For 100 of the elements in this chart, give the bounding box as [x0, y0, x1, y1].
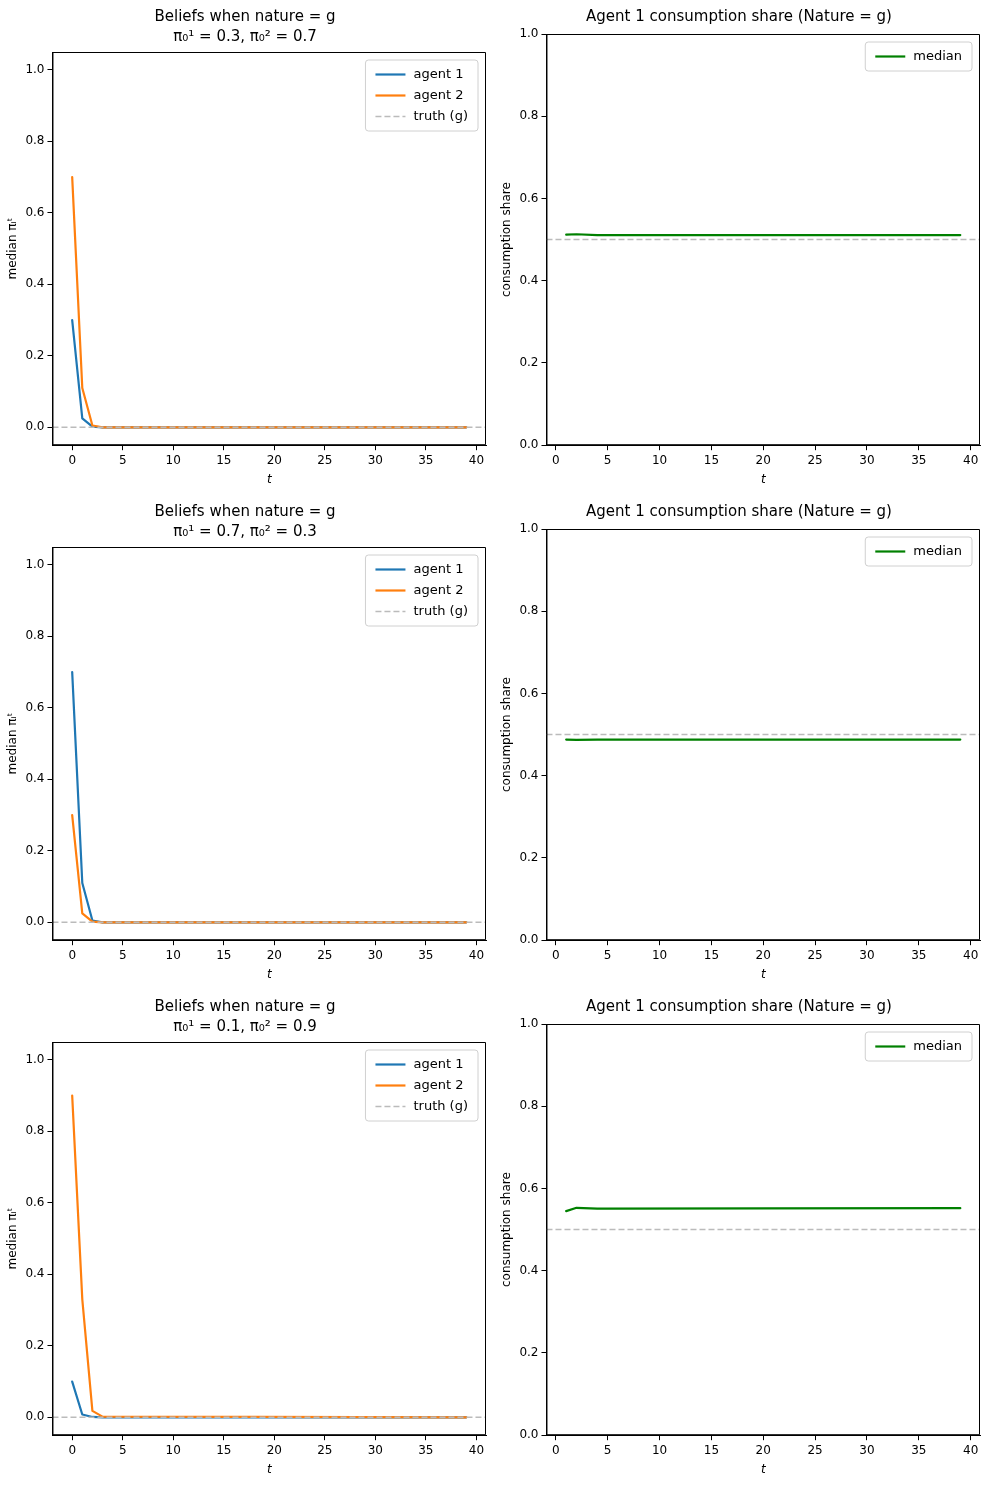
legend-label: truth (g)	[413, 602, 468, 618]
y-axis-title: median πᵢᵗ	[5, 712, 20, 775]
x-tick-label: 10	[165, 452, 181, 467]
x-tick-label: 35	[911, 452, 927, 467]
y-tick-label: 0.6	[25, 699, 45, 714]
legend-label: agent 2	[413, 86, 464, 102]
y-tick-label: 0.2	[25, 842, 45, 857]
x-tick-label: 5	[118, 947, 127, 962]
y-tick-label: 0.0	[25, 419, 45, 434]
y-tick-label: 0.8	[25, 133, 45, 148]
x-tick-label: 35	[911, 1442, 927, 1457]
x-tick-label: 5	[603, 1442, 612, 1457]
y-tick-label: 1.0	[519, 26, 539, 41]
y-axis-title: consumption share	[499, 677, 514, 792]
x-tick-label: 40	[963, 452, 979, 467]
x-tick-label: 25	[317, 947, 333, 962]
x-tick-label: 30	[367, 452, 383, 467]
legend-label: truth (g)	[413, 107, 468, 123]
x-tick-label: 5	[118, 1442, 127, 1457]
x-tick-label: 25	[317, 1442, 333, 1457]
chart-subtitle: π₀¹ = 0.3, π₀² = 0.7	[173, 26, 317, 45]
y-tick-label: 0.2	[519, 1345, 539, 1360]
y-tick-label: 0.0	[25, 1409, 45, 1424]
y-tick-label: 0.4	[519, 767, 539, 782]
x-tick-label: 15	[703, 947, 720, 962]
x-tick-label: 40	[963, 947, 979, 962]
y-tick-label: 0.2	[519, 355, 539, 370]
y-tick-label: 0.2	[25, 347, 45, 362]
x-tick-label: 20	[755, 947, 771, 962]
x-tick-label: 5	[603, 452, 612, 467]
y-tick-label: 1.0	[519, 1016, 539, 1031]
y-tick-label: 0.4	[25, 1266, 45, 1281]
y-tick-label: 0.6	[25, 204, 45, 219]
x-tick-label: 5	[118, 452, 127, 467]
chart-title: Beliefs when nature = g	[154, 501, 336, 520]
x-tick-label: 5	[603, 947, 612, 962]
x-tick-label: 35	[418, 947, 434, 962]
x-tick-label: 10	[651, 947, 668, 962]
x-tick-label: 10	[651, 452, 668, 467]
x-tick-label: 35	[418, 1442, 434, 1457]
y-axis-title: median πᵢᵗ	[5, 217, 20, 280]
x-tick-label: 30	[367, 1442, 383, 1457]
x-tick-label: 30	[859, 1442, 875, 1457]
chart-subtitle: π₀¹ = 0.7, π₀² = 0.3	[173, 521, 317, 540]
legend-label: median	[913, 47, 962, 63]
legend-label: agent 1	[413, 1055, 464, 1071]
x-axis-title: t	[760, 966, 767, 981]
x-tick-label: 10	[165, 1442, 181, 1457]
y-tick-label: 1.0	[519, 521, 539, 536]
x-tick-label: 30	[859, 947, 875, 962]
y-tick-label: 0.0	[25, 914, 45, 929]
y-tick-label: 1.0	[25, 557, 45, 571]
x-tick-label: 15	[216, 947, 232, 962]
chart-title: Beliefs when nature = g	[154, 996, 336, 1015]
y-tick-label: 0.6	[519, 190, 539, 205]
y-axis-title: consumption share	[499, 182, 514, 297]
x-tick-label: 20	[755, 1442, 771, 1457]
y-tick-label: 0.8	[25, 1123, 45, 1138]
x-tick-label: 30	[859, 452, 875, 467]
y-tick-label: 0.6	[25, 1194, 45, 1209]
x-tick-label: 0	[68, 947, 77, 962]
x-tick-label: 0	[552, 947, 560, 962]
x-tick-label: 20	[266, 947, 282, 962]
x-tick-label: 0	[552, 452, 560, 467]
x-axis-title: t	[266, 471, 273, 486]
y-tick-label: 1.0	[25, 1052, 45, 1066]
x-tick-label: 0	[68, 452, 77, 467]
legend-label: agent 2	[413, 581, 464, 597]
legend-label: agent 1	[413, 560, 464, 576]
y-tick-label: 0.6	[519, 1180, 539, 1195]
x-tick-label: 35	[418, 452, 434, 467]
y-axis-title: median πᵢᵗ	[5, 1207, 20, 1270]
x-tick-label: 20	[755, 452, 771, 467]
x-tick-label: 25	[807, 452, 823, 467]
chart-title: Beliefs when nature = g	[154, 6, 336, 25]
chart-subtitle: π₀¹ = 0.1, π₀² = 0.9	[173, 1016, 317, 1035]
x-tick-label: 15	[703, 1442, 720, 1457]
chart-title: Agent 1 consumption share (Nature = g)	[586, 501, 892, 520]
x-tick-label: 25	[807, 947, 823, 962]
y-tick-label: 0.0	[519, 1427, 539, 1442]
y-axis-title: consumption share	[499, 1172, 514, 1287]
legend-label: truth (g)	[413, 1097, 468, 1113]
x-tick-label: 25	[807, 1442, 823, 1457]
x-tick-label: 0	[552, 1442, 560, 1457]
x-tick-label: 15	[216, 1442, 232, 1457]
y-tick-label: 0.6	[519, 685, 539, 700]
y-tick-label: 0.8	[25, 628, 45, 643]
x-tick-label: 40	[468, 1442, 485, 1457]
x-tick-label: 40	[468, 947, 485, 962]
y-tick-label: 0.0	[519, 932, 539, 947]
x-tick-label: 0	[68, 1442, 77, 1457]
y-tick-label: 0.4	[25, 771, 45, 786]
x-tick-label: 15	[216, 452, 232, 467]
legend-label: median	[913, 1037, 962, 1053]
x-axis-title: t	[266, 966, 273, 981]
x-tick-label: 25	[317, 452, 333, 467]
x-axis-title: t	[760, 1461, 767, 1476]
x-tick-label: 20	[266, 452, 282, 467]
y-tick-label: 0.4	[519, 1262, 539, 1277]
x-tick-label: 15	[703, 452, 720, 467]
